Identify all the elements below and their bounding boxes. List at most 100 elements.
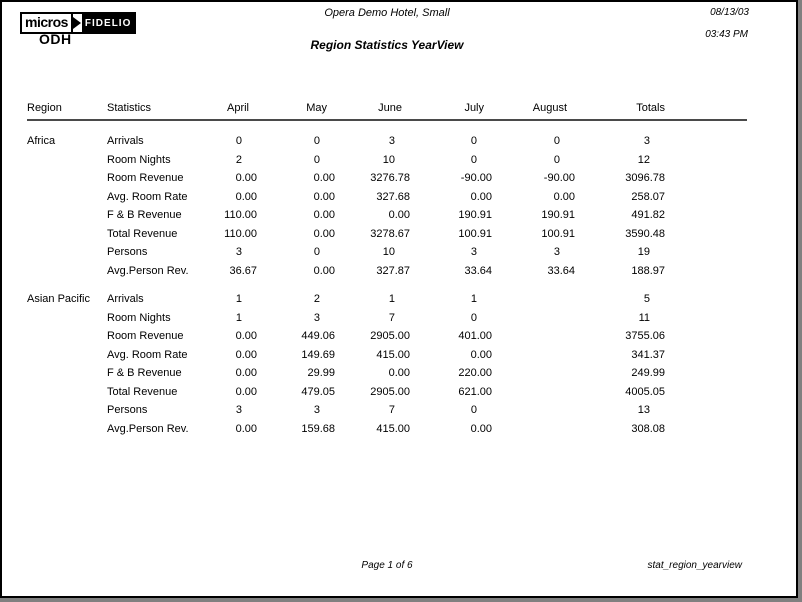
value-cell: 12 [637, 153, 650, 166]
value-cell: 249.99 [631, 367, 665, 379]
value-cell: 3 [313, 404, 320, 416]
region-cell [27, 364, 107, 383]
value-cell: 0 [235, 135, 242, 147]
value-cell: 3278.67 [370, 227, 410, 240]
report-time: 03:43 PM [705, 29, 748, 40]
value-cell: 1 [388, 293, 395, 305]
region-cell [27, 420, 107, 439]
statistic-label: Persons [107, 404, 148, 416]
value-cell: 308.08 [631, 422, 665, 435]
value-cell: 100.91 [541, 227, 575, 240]
region-cell [27, 327, 107, 346]
value-cell: 0 [470, 311, 477, 324]
table-row: Avg. Room Rate 0.00 0.00 327.68 0.00 0.00 258.… [27, 188, 747, 207]
value-cell: 220.00 [458, 367, 492, 379]
value-cell: 415.00 [376, 348, 410, 361]
table-row: F & B Revenue 110.00 0.00 0.00 190.91 190.91 4… [27, 206, 747, 225]
value-cell: 0.00 [313, 227, 335, 240]
table-row: Asian Pacific Arrivals 1 2 1 1 5 [27, 290, 747, 309]
value-cell: 3 [235, 404, 242, 416]
statistic-label: Avg.Person Rev. [107, 422, 189, 435]
statistic-label: Total Revenue [107, 227, 178, 240]
value-cell: 110.00 [224, 227, 257, 240]
value-cell: 5 [643, 293, 650, 305]
value-cell: 10 [382, 246, 395, 258]
value-cell: 36.67 [229, 264, 257, 277]
value-cell: -90.00 [460, 172, 492, 184]
column-header-august: August [532, 102, 567, 114]
value-cell: 0.00 [235, 422, 257, 435]
value-cell: 0 [470, 404, 477, 416]
value-cell: 0.00 [388, 367, 410, 379]
table-row: Room Nights 1 3 7 0 11 [27, 309, 747, 328]
statistic-label: Avg. Room Rate [107, 348, 188, 361]
table-row: Persons 3 0 10 3 3 19 [27, 243, 747, 262]
value-cell: 401.00 [458, 330, 492, 342]
region-cell [27, 206, 107, 225]
table-row: Total Revenue 110.00 0.00 3278.67 100.91 100.… [27, 225, 747, 244]
value-cell: 190.91 [541, 209, 575, 221]
value-cell: 33.64 [464, 264, 492, 277]
report-date: 08/13/03 [710, 7, 749, 18]
table-row: Total Revenue 0.00 479.05 2905.00 621.00 4005… [27, 383, 747, 402]
value-cell: 491.82 [631, 209, 665, 221]
value-cell: 10 [382, 153, 395, 166]
region-cell [27, 309, 107, 328]
report-filename: stat_region_yearview [647, 560, 743, 571]
value-cell [492, 401, 575, 420]
value-cell: 479.05 [301, 385, 335, 398]
value-cell: 449.06 [301, 330, 335, 342]
value-cell: 3276.78 [370, 172, 410, 184]
value-cell: 3 [470, 246, 477, 258]
page-number: Page 1 of 6 [361, 560, 413, 571]
value-cell: 0.00 [313, 172, 335, 184]
value-cell: 2 [313, 293, 320, 305]
value-cell: -90.00 [543, 172, 575, 184]
value-cell: 0.00 [553, 190, 575, 203]
value-cell: 0 [313, 246, 320, 258]
hotel-name: Opera Demo Hotel, Small [324, 7, 450, 19]
column-header-july: July [464, 102, 484, 114]
value-cell: 415.00 [376, 422, 410, 435]
report-title: Region Statistics YearView [310, 38, 464, 52]
column-header-june: June [378, 102, 402, 114]
column-header-april: April [226, 102, 249, 114]
region-section-asian-pacific: Asian Pacific Arrivals 1 2 1 1 5 Room Nights 1 3 7… [27, 290, 747, 438]
value-cell: 0 [553, 153, 560, 166]
region-cell [27, 346, 107, 365]
statistic-label: Avg. Room Rate [107, 190, 188, 203]
region-cell [27, 243, 107, 262]
region-cell [27, 383, 107, 402]
value-cell: 3096.78 [625, 172, 665, 184]
value-cell [492, 383, 575, 402]
table-row: Room Nights 2 0 10 0 0 12 [27, 151, 747, 170]
value-cell: 327.87 [376, 264, 410, 277]
value-cell: 3 [553, 246, 560, 258]
value-cell: 19 [637, 246, 650, 258]
value-cell: 0.00 [235, 367, 257, 379]
value-cell: 149.69 [301, 348, 335, 361]
statistic-label: Room Nights [107, 153, 171, 166]
value-cell: 188.97 [631, 264, 665, 277]
region-section-africa: Africa Arrivals 0 0 3 0 0 3 Room Nights 2 0 10 0 0 12 R… [27, 132, 747, 280]
value-cell [492, 327, 575, 346]
statistic-label: Arrivals [107, 293, 144, 305]
value-cell: 11 [638, 311, 650, 324]
value-cell: 0 [313, 153, 320, 166]
value-cell: 1 [235, 311, 242, 324]
statistic-label: Arrivals [107, 135, 144, 147]
value-cell [492, 364, 575, 383]
value-cell: 0.00 [313, 190, 335, 203]
value-cell: 2905.00 [370, 330, 410, 342]
value-cell: 0 [470, 135, 477, 147]
value-cell [492, 290, 575, 309]
table-row: Room Revenue 0.00 449.06 2905.00 401.00 3755.… [27, 327, 747, 346]
value-cell: 0.00 [235, 385, 257, 398]
fidelio-logo-text: FIDELIO [81, 12, 137, 34]
value-cell: 0.00 [235, 190, 257, 203]
column-header-may: May [306, 102, 327, 114]
value-cell: 341.37 [631, 348, 665, 361]
table-row: Room Revenue 0.00 0.00 3276.78 -90.00 -90.00 3… [27, 169, 747, 188]
value-cell: 3590.48 [625, 227, 665, 240]
region-cell [27, 262, 107, 281]
